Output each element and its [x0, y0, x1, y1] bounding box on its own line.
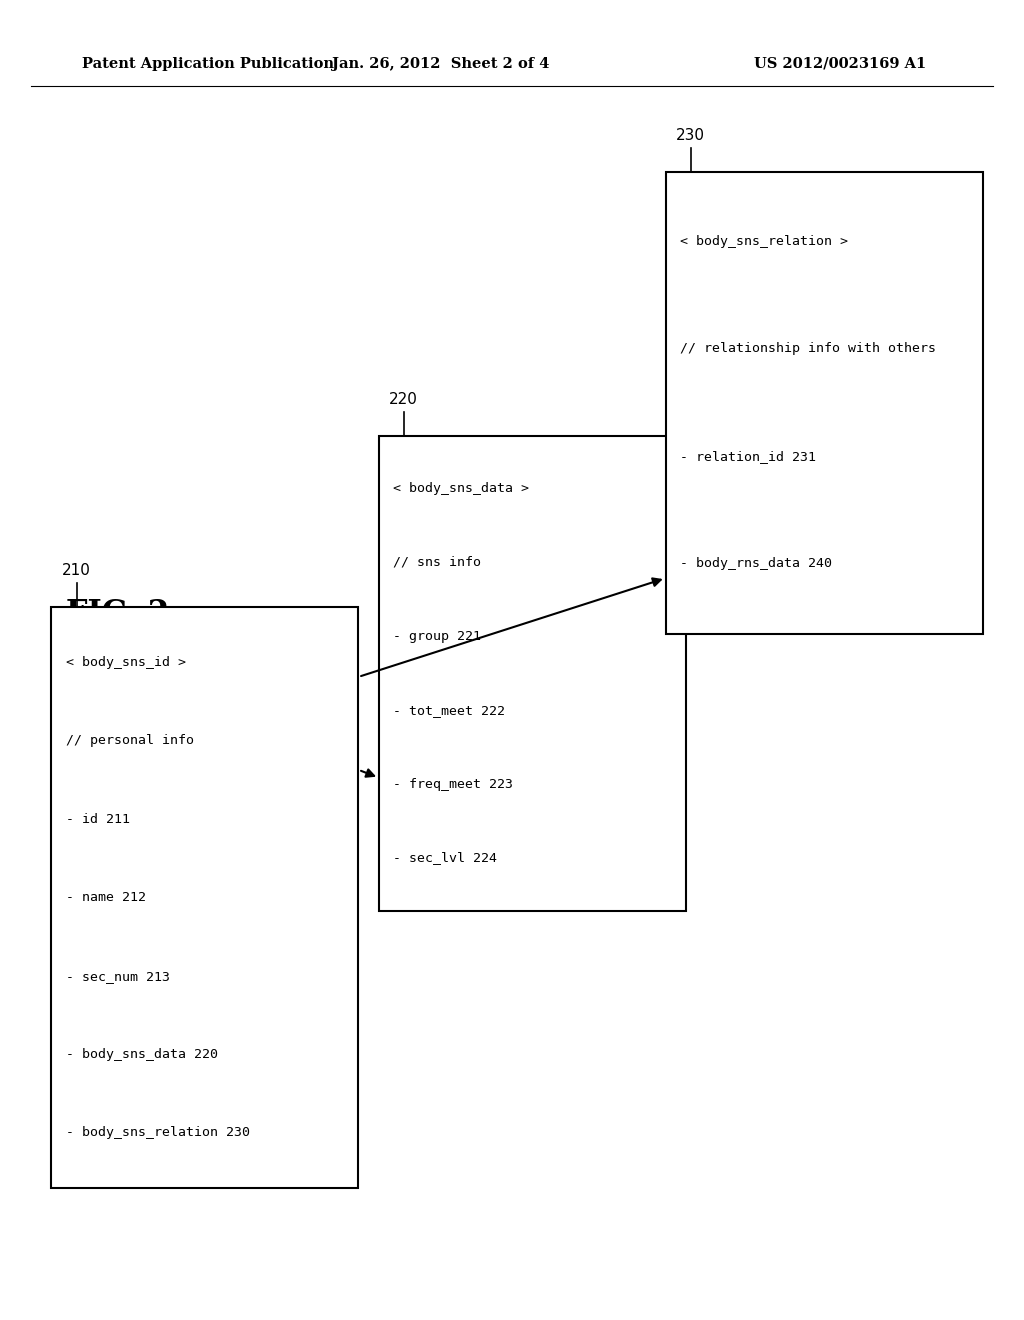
Text: FIG. 2: FIG. 2 — [67, 598, 169, 630]
Text: - name 212: - name 212 — [66, 891, 145, 904]
Text: // sns info: // sns info — [393, 556, 481, 569]
Text: 230: 230 — [676, 128, 705, 143]
Text: - id 211: - id 211 — [66, 813, 129, 825]
Text: // personal info: // personal info — [66, 734, 194, 747]
Text: 220: 220 — [389, 392, 418, 407]
Bar — [666, 172, 983, 634]
Text: - body_rns_data 240: - body_rns_data 240 — [680, 557, 831, 570]
Text: < body_sns_relation >: < body_sns_relation > — [680, 235, 848, 248]
Text: Patent Application Publication: Patent Application Publication — [82, 57, 334, 71]
Text: - body_sns_relation 230: - body_sns_relation 230 — [66, 1126, 250, 1139]
Text: - freq_meet 223: - freq_meet 223 — [393, 777, 513, 791]
Text: - sec_lvl 224: - sec_lvl 224 — [393, 851, 498, 865]
Text: US 2012/0023169 A1: US 2012/0023169 A1 — [754, 57, 926, 71]
Text: < body_sns_data >: < body_sns_data > — [393, 482, 529, 495]
Text: 210: 210 — [61, 564, 90, 578]
Text: - body_sns_data 220: - body_sns_data 220 — [66, 1048, 217, 1061]
Text: < body_sns_id >: < body_sns_id > — [66, 656, 185, 669]
Bar — [379, 436, 686, 911]
Text: // relationship info with others: // relationship info with others — [680, 342, 936, 355]
Text: - sec_num 213: - sec_num 213 — [66, 970, 170, 982]
Bar — [51, 607, 358, 1188]
Text: Jan. 26, 2012  Sheet 2 of 4: Jan. 26, 2012 Sheet 2 of 4 — [332, 57, 549, 71]
Text: - tot_meet 222: - tot_meet 222 — [393, 704, 505, 717]
Text: - group 221: - group 221 — [393, 630, 481, 643]
Text: - relation_id 231: - relation_id 231 — [680, 450, 816, 463]
